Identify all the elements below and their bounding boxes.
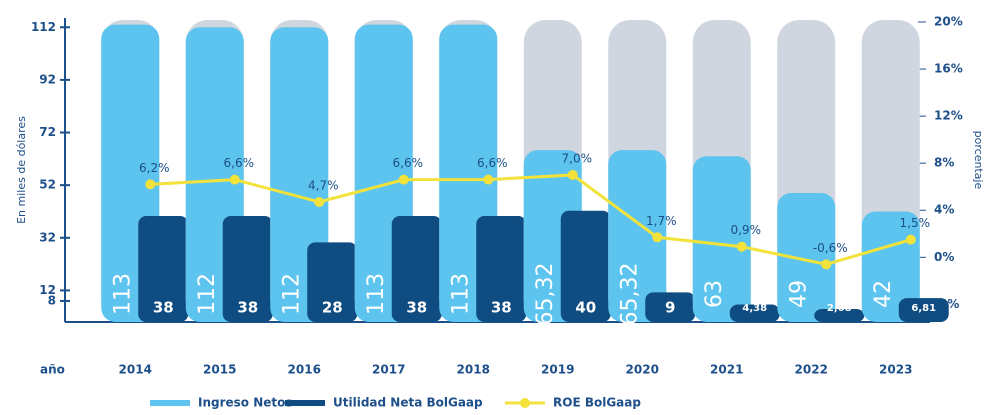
value-label: 113 — [364, 273, 389, 315]
value-label: 28 — [322, 299, 343, 317]
bar — [645, 292, 696, 322]
y2-tick-label: 20% — [934, 15, 963, 29]
x-tick-label: 2015 — [203, 363, 236, 377]
value-label: 2,68 — [827, 303, 852, 314]
bar — [608, 150, 667, 322]
line-point — [483, 174, 494, 185]
x-tick-label: 2022 — [795, 363, 828, 377]
y-tick-label: 8 — [48, 293, 56, 307]
bar — [560, 210, 611, 322]
bar — [692, 156, 751, 322]
y2-tick-label: 16% — [934, 62, 963, 76]
value-label: 40 — [575, 299, 596, 317]
value-label: 49 — [786, 280, 811, 308]
value-label: 112 — [279, 273, 304, 315]
value-label: 9 — [665, 299, 675, 317]
value-label: 38 — [491, 299, 512, 317]
legend-label: ROE BolGaap — [553, 396, 641, 410]
line-point — [652, 232, 663, 243]
value-label: -0,6% — [813, 241, 848, 255]
value-label: 0,9% — [731, 223, 762, 237]
bar — [307, 242, 358, 322]
line-point — [821, 259, 832, 270]
value-label: 113 — [448, 273, 473, 315]
y2-tick-label: 12% — [934, 109, 963, 123]
value-label: 6,6% — [393, 156, 424, 170]
value-label: 112 — [195, 273, 220, 315]
line-point — [145, 179, 156, 190]
value-label: 65,32 — [533, 263, 558, 326]
value-label: 6,2% — [139, 161, 170, 175]
legend-label: Utilidad Neta BolGaap — [333, 396, 483, 410]
x-axis-label: año — [40, 363, 65, 377]
value-label: 113 — [110, 273, 135, 315]
line-point — [229, 174, 240, 185]
value-label: 1,7% — [646, 214, 677, 228]
x-tick-label: 2016 — [288, 363, 321, 377]
x-tick-label: 2014 — [119, 363, 152, 377]
line-point — [736, 241, 747, 252]
y-tick-label: 92 — [39, 72, 56, 86]
bar — [222, 216, 273, 322]
line — [150, 173, 912, 266]
value-label: 7,0% — [562, 151, 593, 165]
y-axis-label: En miles de dólares — [15, 116, 28, 224]
y-tick-label: 12 — [39, 283, 56, 297]
value-label: 4,7% — [308, 179, 339, 193]
value-label: 38 — [237, 299, 258, 317]
y2-tick-label: 4% — [934, 203, 954, 217]
legend-swatch — [520, 398, 530, 408]
x-tick-label: 2017 — [372, 363, 405, 377]
y2-tick-label: 0% — [934, 250, 954, 264]
value-label: 6,6% — [224, 156, 255, 170]
line-point — [905, 234, 916, 245]
x-tick-label: 2023 — [879, 363, 912, 377]
bar — [138, 216, 189, 322]
value-label: 6,6% — [477, 156, 508, 170]
line-point — [314, 197, 325, 207]
y-tick-label: 72 — [39, 125, 56, 139]
x-tick-label: 2019 — [541, 363, 574, 377]
y-tick-label: 32 — [39, 230, 56, 244]
y2-axis-label: porcentaje — [972, 131, 985, 190]
bar — [814, 308, 865, 322]
x-tick-label: 2020 — [626, 363, 659, 377]
value-label: 6,81 — [911, 303, 936, 314]
y2-tick-label: 8% — [934, 156, 954, 170]
value-label: 1,5% — [900, 216, 931, 230]
value-label: 4,38 — [742, 303, 767, 314]
bar — [391, 216, 442, 322]
bar — [777, 193, 836, 322]
bar — [476, 216, 527, 322]
bar — [861, 211, 920, 322]
value-label: 65,32 — [617, 263, 642, 326]
value-label: 38 — [153, 299, 174, 317]
x-tick-label: 2021 — [710, 363, 743, 377]
x-tick-label: 2018 — [457, 363, 490, 377]
value-label: 38 — [406, 299, 427, 317]
legend-swatch — [150, 400, 190, 406]
value-label: 42 — [871, 280, 896, 308]
bar — [898, 298, 949, 322]
y-tick-label: 112 — [31, 20, 56, 34]
bar — [729, 304, 780, 322]
y-tick-label: 52 — [39, 178, 56, 192]
legend-swatch — [285, 400, 325, 406]
line-point — [567, 169, 578, 180]
value-label: 63 — [702, 280, 727, 308]
line-point — [398, 174, 409, 185]
legend-label: Ingreso Netos — [198, 396, 293, 410]
